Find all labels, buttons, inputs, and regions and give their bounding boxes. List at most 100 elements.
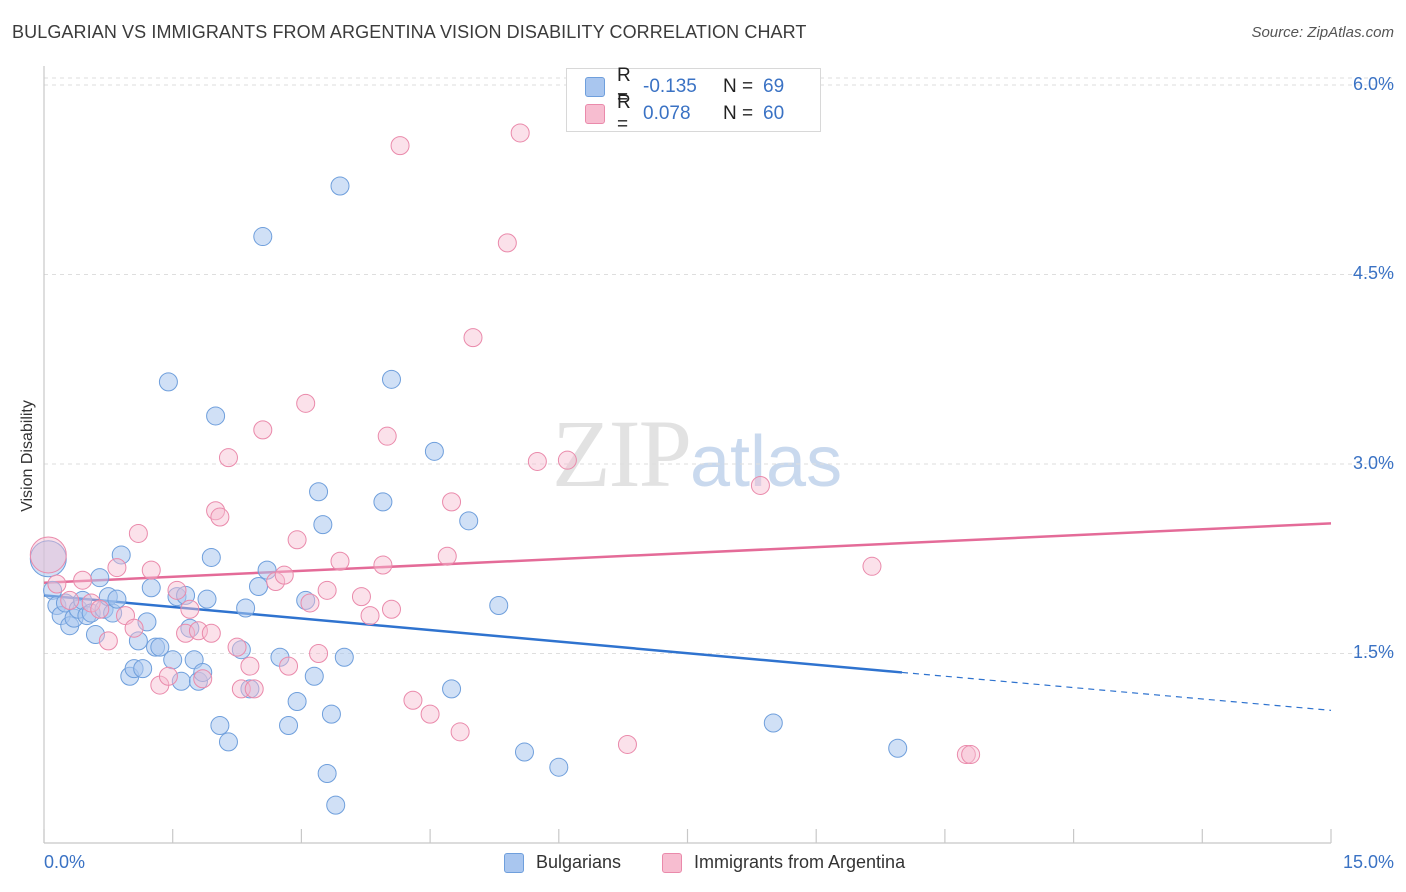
data-point-bulgarians xyxy=(317,764,337,784)
legend-swatch-blue xyxy=(504,852,524,873)
data-point-argentina xyxy=(403,690,423,710)
data-point-bulgarians xyxy=(489,595,509,615)
data-point-argentina xyxy=(60,590,80,610)
legend-row-argentina: R = 0.078 N = 60 xyxy=(585,92,785,135)
data-point-bulgarians xyxy=(210,716,230,736)
r-label: R = xyxy=(617,92,631,135)
data-point-bulgarians xyxy=(309,482,329,502)
data-point-bulgarians xyxy=(313,515,333,535)
n-label: N = xyxy=(723,103,754,124)
data-point-bulgarians xyxy=(133,659,153,679)
n-value: 60 xyxy=(763,103,785,124)
data-point-bulgarians xyxy=(197,589,217,609)
data-point-argentina xyxy=(420,704,440,724)
data-point-argentina xyxy=(317,580,337,600)
data-point-bulgarians xyxy=(158,372,178,392)
data-point-bulgarians xyxy=(321,704,341,724)
data-point-argentina xyxy=(210,507,230,527)
data-point-bulgarians xyxy=(236,598,256,618)
data-point-argentina xyxy=(373,555,393,575)
data-point-argentina xyxy=(47,574,67,594)
data-point-argentina xyxy=(450,722,470,742)
data-point-argentina xyxy=(128,523,148,543)
y-tick-label: 1.5% xyxy=(1352,642,1394,663)
data-point-bulgarians xyxy=(90,568,110,588)
data-point-bulgarians xyxy=(381,369,401,389)
data-point-argentina xyxy=(309,643,329,663)
data-point-bulgarians xyxy=(218,732,238,752)
data-point-argentina xyxy=(956,745,976,765)
data-point-argentina xyxy=(29,536,67,574)
data-point-argentina xyxy=(617,734,637,754)
data-point-argentina xyxy=(351,587,371,607)
legend-item-argentina[interactable]: Immigrants from Argentina xyxy=(662,852,905,873)
data-point-bulgarians xyxy=(514,742,534,762)
data-point-argentina xyxy=(442,492,462,512)
source-label: Source: ZipAtlas.com xyxy=(1251,24,1394,41)
data-point-argentina xyxy=(158,666,178,686)
data-point-bulgarians xyxy=(459,511,479,531)
data-point-argentina xyxy=(381,599,401,619)
series-bulgarians xyxy=(29,176,908,815)
data-point-bulgarians xyxy=(111,545,131,565)
data-point-bulgarians xyxy=(373,492,393,512)
data-point-argentina xyxy=(296,393,316,413)
watermark: ZIPatlas xyxy=(552,400,843,507)
data-point-bulgarians xyxy=(163,650,183,670)
data-point-argentina xyxy=(961,745,981,765)
correlation-legend: R = -0.135 N = 69 R = 0.078 N = 60 xyxy=(566,65,821,135)
n-label: N = xyxy=(723,76,754,97)
n-value: 69 xyxy=(763,76,785,97)
data-point-bulgarians xyxy=(330,176,350,196)
data-point-argentina xyxy=(750,475,770,495)
series-argentina xyxy=(29,123,981,765)
data-point-argentina xyxy=(330,551,350,571)
data-point-argentina xyxy=(497,233,517,253)
legend-swatch-pink xyxy=(585,104,605,124)
data-point-bulgarians xyxy=(549,757,569,777)
grid-lines xyxy=(44,77,1392,654)
legend-swatch-blue xyxy=(585,77,605,97)
data-point-argentina xyxy=(244,679,264,699)
data-point-bulgarians xyxy=(141,578,161,598)
data-point-argentina xyxy=(193,669,213,689)
y-tick-label: 4.5% xyxy=(1352,263,1394,284)
data-point-bulgarians xyxy=(442,679,462,699)
data-point-argentina xyxy=(180,599,200,619)
data-point-argentina xyxy=(141,560,161,580)
data-point-argentina xyxy=(107,558,127,578)
data-point-argentina xyxy=(377,426,397,446)
data-point-argentina xyxy=(240,656,260,676)
data-point-bulgarians xyxy=(304,666,324,686)
axes xyxy=(43,66,1332,844)
data-point-bulgarians xyxy=(253,227,273,247)
data-point-bulgarians xyxy=(201,547,221,567)
legend-item-bulgarians[interactable]: Bulgarians xyxy=(504,852,621,873)
data-point-bulgarians xyxy=(279,716,299,736)
data-point-argentina xyxy=(279,656,299,676)
data-point-argentina xyxy=(253,420,273,440)
data-point-argentina xyxy=(300,593,320,613)
data-point-argentina xyxy=(218,448,238,468)
r-label: R = xyxy=(617,65,631,108)
data-point-bulgarians xyxy=(334,647,354,667)
x-tick-label-min: 0.0% xyxy=(44,852,86,872)
data-point-argentina xyxy=(557,450,577,470)
x-tick-label-max: 15.0% xyxy=(1342,852,1394,872)
legend-swatch-pink xyxy=(662,852,682,873)
data-point-bulgarians xyxy=(206,406,226,426)
data-point-bulgarians xyxy=(424,441,444,461)
legend-label: Immigrants from Argentina xyxy=(694,852,906,872)
data-point-argentina xyxy=(73,570,93,590)
data-point-bulgarians xyxy=(150,637,170,657)
trend-line-argentina xyxy=(43,522,1332,584)
data-point-argentina xyxy=(463,328,483,348)
data-point-bulgarians xyxy=(888,738,908,758)
data-point-argentina xyxy=(98,631,118,651)
data-point-argentina xyxy=(437,546,457,566)
data-point-argentina xyxy=(90,599,110,619)
y-tick-label: 3.0% xyxy=(1352,452,1394,473)
data-point-bulgarians xyxy=(287,691,307,711)
series-legend: Bulgarians Immigrants from Argentina xyxy=(0,852,1406,876)
